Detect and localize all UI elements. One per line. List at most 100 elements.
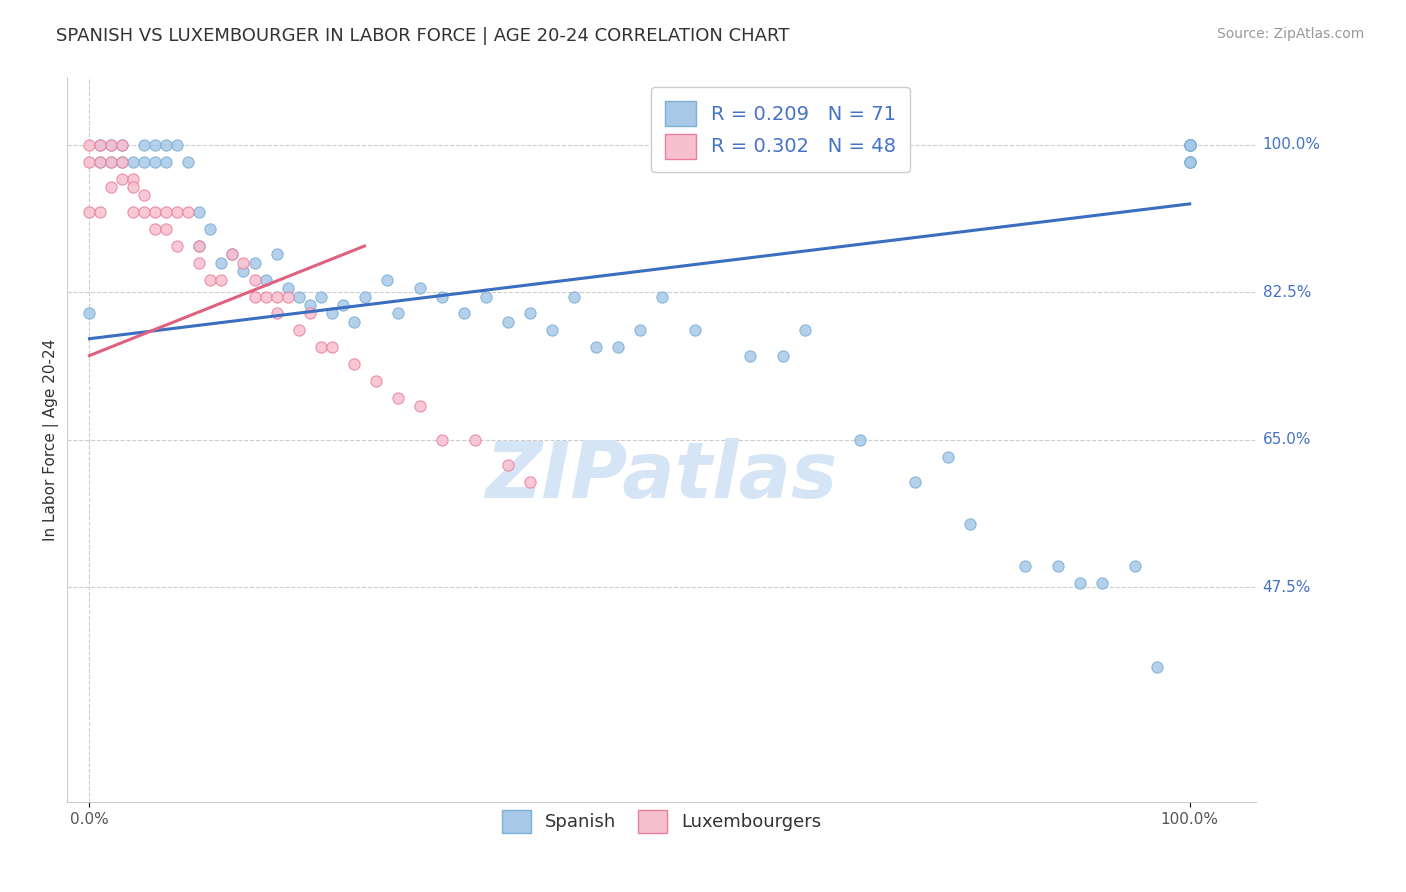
- Point: [848, 433, 870, 447]
- Point: [254, 289, 277, 303]
- Point: [793, 323, 815, 337]
- Point: [188, 239, 211, 253]
- Point: [540, 323, 562, 337]
- Point: [772, 349, 794, 363]
- Point: [155, 137, 177, 152]
- Point: [221, 247, 243, 261]
- Text: 82.5%: 82.5%: [1263, 285, 1310, 300]
- Point: [585, 340, 607, 354]
- Point: [145, 137, 167, 152]
- Point: [177, 154, 200, 169]
- Point: [266, 289, 288, 303]
- Point: [342, 357, 364, 371]
- Point: [145, 205, 167, 219]
- Point: [364, 374, 387, 388]
- Point: [651, 289, 673, 303]
- Point: [232, 264, 254, 278]
- Point: [408, 399, 430, 413]
- Legend: Spanish, Luxembourgers: Spanish, Luxembourgers: [491, 799, 832, 844]
- Point: [266, 306, 288, 320]
- Point: [1178, 154, 1201, 169]
- Point: [122, 171, 145, 186]
- Point: [1178, 137, 1201, 152]
- Point: [1178, 137, 1201, 152]
- Point: [353, 289, 375, 303]
- Point: [464, 433, 486, 447]
- Point: [166, 137, 188, 152]
- Point: [145, 154, 167, 169]
- Point: [243, 256, 266, 270]
- Point: [959, 517, 981, 532]
- Point: [298, 298, 321, 312]
- Point: [111, 137, 134, 152]
- Text: Source: ZipAtlas.com: Source: ZipAtlas.com: [1216, 27, 1364, 41]
- Text: SPANISH VS LUXEMBOURGER IN LABOR FORCE | AGE 20-24 CORRELATION CHART: SPANISH VS LUXEMBOURGER IN LABOR FORCE |…: [56, 27, 790, 45]
- Point: [89, 137, 111, 152]
- Point: [100, 137, 122, 152]
- Text: 100.0%: 100.0%: [1263, 137, 1320, 153]
- Point: [375, 273, 398, 287]
- Point: [287, 289, 309, 303]
- Point: [166, 205, 188, 219]
- Point: [211, 273, 233, 287]
- Point: [408, 281, 430, 295]
- Point: [155, 154, 177, 169]
- Point: [266, 247, 288, 261]
- Point: [211, 256, 233, 270]
- Text: 65.0%: 65.0%: [1263, 433, 1312, 448]
- Point: [683, 323, 706, 337]
- Point: [134, 137, 156, 152]
- Point: [1146, 660, 1168, 674]
- Point: [321, 340, 343, 354]
- Point: [254, 273, 277, 287]
- Point: [177, 205, 200, 219]
- Point: [1178, 137, 1201, 152]
- Point: [628, 323, 651, 337]
- Point: [287, 323, 309, 337]
- Point: [562, 289, 585, 303]
- Point: [134, 188, 156, 202]
- Point: [89, 154, 111, 169]
- Point: [232, 256, 254, 270]
- Point: [1014, 559, 1036, 574]
- Point: [387, 306, 409, 320]
- Point: [309, 289, 332, 303]
- Point: [134, 205, 156, 219]
- Point: [1178, 137, 1201, 152]
- Point: [1178, 154, 1201, 169]
- Point: [188, 239, 211, 253]
- Point: [89, 137, 111, 152]
- Text: 47.5%: 47.5%: [1263, 580, 1310, 595]
- Point: [1178, 137, 1201, 152]
- Point: [1091, 576, 1114, 591]
- Point: [332, 298, 354, 312]
- Point: [79, 137, 101, 152]
- Point: [100, 154, 122, 169]
- Point: [100, 137, 122, 152]
- Point: [496, 458, 519, 472]
- Point: [122, 205, 145, 219]
- Point: [606, 340, 628, 354]
- Point: [89, 205, 111, 219]
- Point: [221, 247, 243, 261]
- Point: [200, 273, 222, 287]
- Point: [166, 239, 188, 253]
- Point: [496, 315, 519, 329]
- Point: [111, 137, 134, 152]
- Point: [1178, 154, 1201, 169]
- Point: [430, 289, 453, 303]
- Point: [243, 289, 266, 303]
- Point: [79, 154, 101, 169]
- Point: [100, 180, 122, 194]
- Point: [342, 315, 364, 329]
- Point: [1069, 576, 1091, 591]
- Point: [111, 154, 134, 169]
- Point: [145, 222, 167, 236]
- Point: [321, 306, 343, 320]
- Point: [79, 306, 101, 320]
- Point: [453, 306, 475, 320]
- Point: [298, 306, 321, 320]
- Point: [519, 306, 541, 320]
- Point: [1178, 137, 1201, 152]
- Point: [188, 256, 211, 270]
